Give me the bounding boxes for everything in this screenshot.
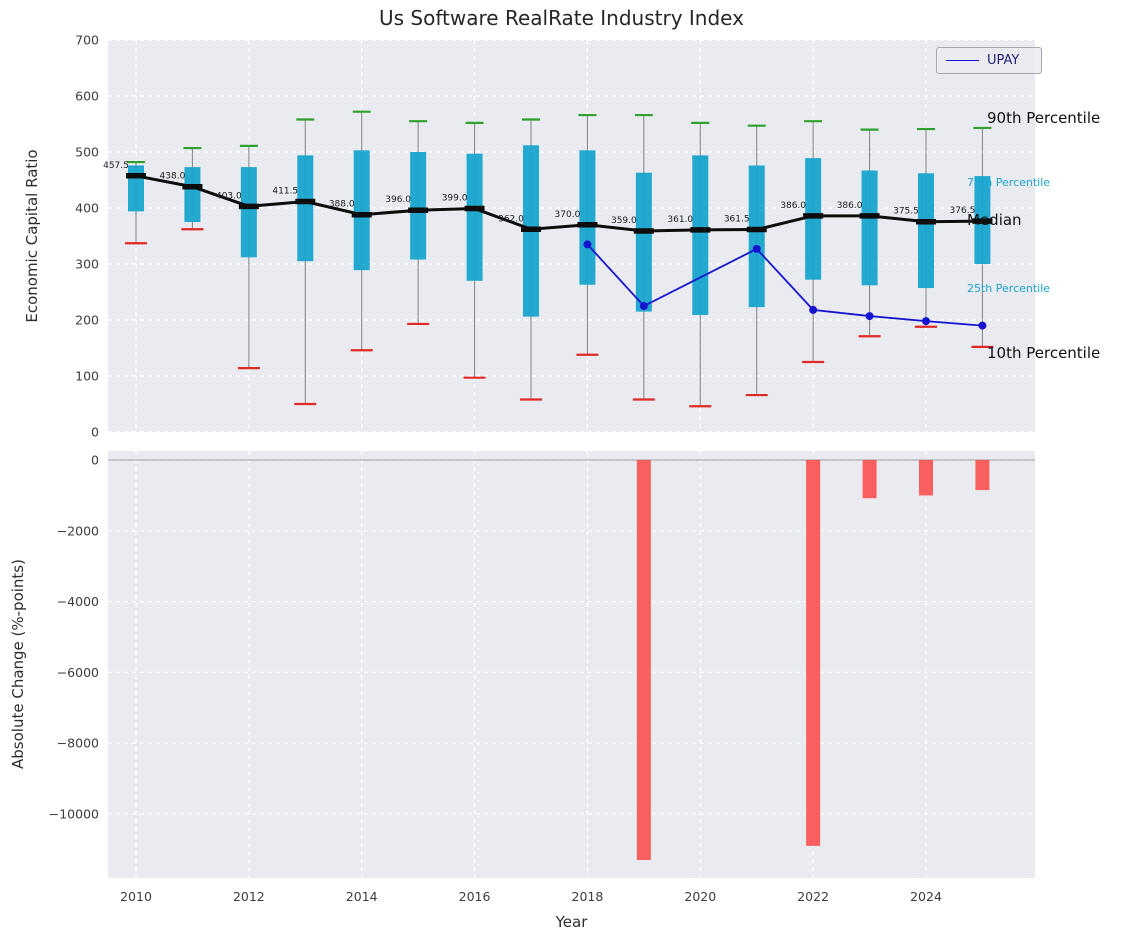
change-bar-2025	[975, 460, 990, 491]
top-ytick-label-100: 100	[75, 369, 99, 384]
median-value-label-2011: 438.0	[160, 172, 186, 182]
top-y-axis-label: Economic Capital Ratio	[23, 149, 41, 323]
iqr-box-2020	[692, 155, 709, 315]
iqr-box-2016	[466, 153, 483, 281]
top-ytick-label-700: 700	[75, 33, 99, 48]
bottom-ytick-label--10000: −10000	[49, 807, 99, 822]
median-value-label-2017: 362.0	[498, 214, 524, 224]
upay-marker-2025	[978, 321, 987, 330]
median-value-label-2021: 361.5	[724, 215, 750, 225]
median-value-label-2012: 403.0	[216, 191, 242, 201]
annotation-75th-percentile: 75th Percentile	[967, 175, 1051, 189]
xtick-label-2012: 2012	[233, 889, 265, 904]
x-axis-label: Year	[555, 913, 588, 931]
median-value-label-2023: 386.0	[837, 201, 863, 211]
top-ytick-label-200: 200	[75, 313, 99, 328]
median-value-label-2018: 370.0	[555, 210, 581, 220]
top-ytick-label-600: 600	[75, 89, 99, 104]
top-ytick-label-0: 0	[91, 425, 99, 440]
median-value-label-2010: 457.5	[103, 161, 129, 171]
xtick-label-2022: 2022	[797, 889, 829, 904]
bottom-y-axis-label: Absolute Change (%-points)	[9, 559, 27, 769]
iqr-box-2012	[240, 167, 257, 258]
bottom-ytick-label-0: 0	[91, 453, 99, 468]
bottom-ytick-label--4000: −4000	[57, 594, 99, 609]
change-bar-2022	[806, 460, 821, 846]
annotation-median: Median	[967, 211, 1022, 230]
iqr-box-2013	[297, 155, 314, 262]
median-value-label-2025: 376.5	[950, 206, 976, 216]
upay-marker-2021	[752, 244, 761, 253]
iqr-box-2019	[635, 172, 652, 312]
iqr-box-2018	[579, 150, 596, 285]
iqr-box-2024	[918, 173, 934, 289]
bottom-ytick-label--6000: −6000	[57, 665, 99, 680]
upay-marker-2024	[922, 317, 930, 326]
xtick-label-2016: 2016	[459, 889, 491, 904]
upay-marker-2023	[865, 312, 874, 321]
median-line	[135, 174, 983, 233]
legend: UPAY	[936, 47, 1042, 74]
change-bar-2024	[919, 460, 933, 496]
iqr-box-2021	[748, 165, 765, 308]
chart-title: Us Software RealRate Industry Index	[379, 6, 744, 30]
upay-marker-2018	[583, 240, 592, 249]
upay-legend-label: UPAY	[987, 53, 1020, 68]
xtick-label-2010: 2010	[120, 889, 152, 904]
xtick-label-2018: 2018	[572, 889, 604, 904]
iqr-box-2015	[410, 152, 427, 260]
xtick-label-2020: 2020	[684, 889, 716, 904]
median-value-label-2013: 411.5	[272, 187, 298, 197]
iqr-box-2014	[353, 150, 370, 271]
change-bar-2019	[636, 460, 651, 861]
median-value-label-2024: 375.5	[893, 207, 919, 217]
xtick-label-2014: 2014	[346, 889, 378, 904]
iqr-box-2022	[805, 158, 822, 280]
top-ytick-label-400: 400	[75, 201, 99, 216]
median-value-label-2016: 399.0	[442, 194, 468, 204]
bottom-plot-background	[108, 451, 1035, 878]
median-value-label-2015: 396.0	[385, 195, 411, 205]
median-value-label-2020: 361.0	[667, 215, 693, 225]
median-value-label-2014: 388.0	[329, 200, 355, 210]
top-ytick-label-300: 300	[75, 257, 99, 272]
upay-legend-line-swatch	[946, 60, 979, 61]
iqr-box-2011	[184, 167, 201, 222]
upay-marker-2019	[639, 302, 648, 310]
upay-marker-2022	[809, 305, 818, 314]
bottom-ytick-label--2000: −2000	[57, 523, 99, 538]
annotation-90th-percentile: 90th Percentile	[987, 109, 1101, 128]
iqr-box-2010	[128, 165, 144, 212]
median-value-label-2019: 359.0	[611, 216, 637, 226]
top-plot-background	[108, 40, 1035, 432]
annotation-25th-percentile: 25th Percentile	[967, 282, 1051, 296]
change-bar-2023	[862, 460, 877, 499]
xtick-label-2024: 2024	[910, 889, 942, 904]
median-value-label-2022: 386.0	[780, 201, 806, 211]
top-ytick-label-500: 500	[75, 145, 99, 160]
bottom-ytick-label--8000: −8000	[57, 736, 99, 751]
annotation-10th-percentile: 10th Percentile	[987, 344, 1101, 363]
iqr-box-2023	[861, 170, 878, 286]
